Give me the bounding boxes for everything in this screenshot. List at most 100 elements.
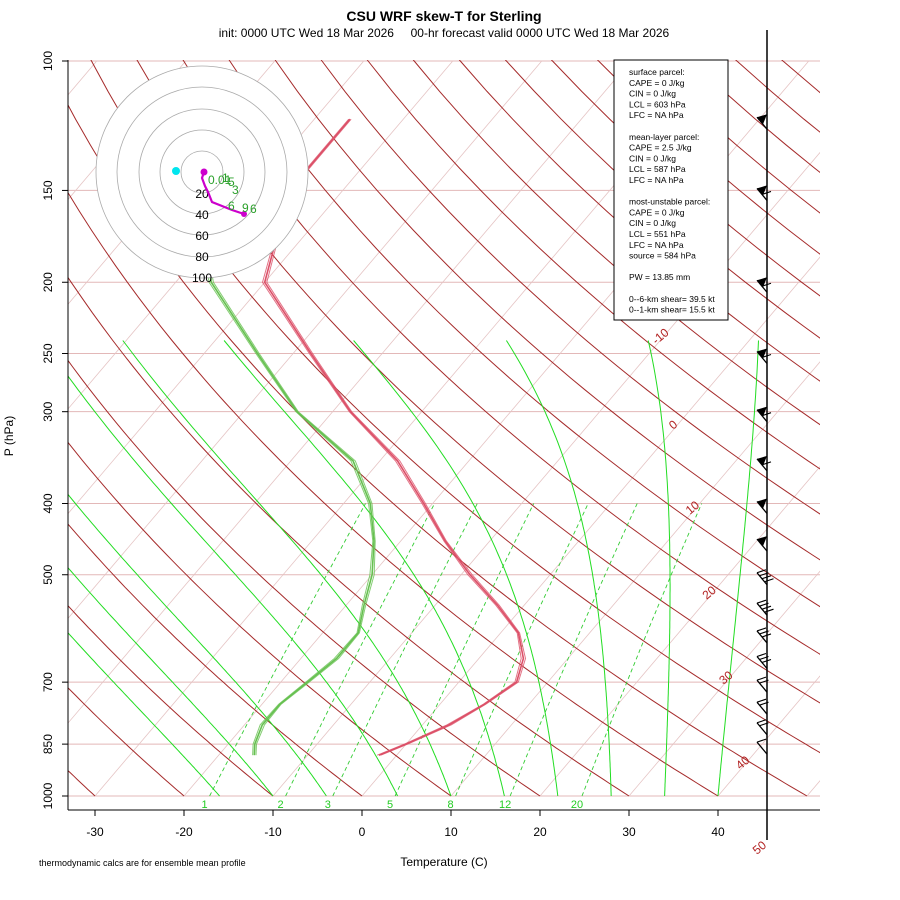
isotherm-label: 10 bbox=[683, 498, 702, 518]
y-tick-label: 300 bbox=[41, 401, 55, 421]
y-tick-label: 250 bbox=[41, 343, 55, 363]
x-axis-label: Temperature (C) bbox=[400, 855, 487, 869]
info-line: most-unstable parcel: bbox=[629, 197, 710, 207]
mixing-ratio-line bbox=[455, 503, 589, 797]
dry-adiabat bbox=[68, 103, 808, 797]
info-line: CAPE = 2.5 J/kg bbox=[629, 143, 692, 153]
isotherm-line bbox=[68, 60, 543, 619]
wind-barb bbox=[756, 676, 769, 693]
moist-adiabat bbox=[717, 340, 759, 797]
info-line: LFC = NA hPa bbox=[629, 110, 684, 120]
wind-barb bbox=[756, 627, 772, 644]
hodograph-ring bbox=[116, 86, 288, 258]
isotherm-label: 50 bbox=[750, 838, 769, 858]
wind-barb bbox=[756, 498, 768, 514]
dry-adiabat bbox=[68, 605, 274, 797]
mixing-ratio-line bbox=[285, 503, 435, 797]
isotherm-line bbox=[450, 361, 820, 797]
moist-adiabat bbox=[505, 340, 612, 797]
dry-adiabat bbox=[228, 60, 820, 608]
dewpoint-trace bbox=[201, 230, 375, 756]
info-line: surface parcel: bbox=[629, 67, 685, 77]
dewpoint-trace bbox=[203, 230, 376, 756]
isotherm-label: 40 bbox=[733, 753, 752, 773]
y-tick-label: 1000 bbox=[41, 782, 55, 809]
wind-barb bbox=[756, 348, 772, 364]
mixing-ratio-label: 2 bbox=[278, 799, 284, 811]
y-axis-label: P (hPa) bbox=[2, 416, 16, 456]
dry-adiabat bbox=[90, 60, 820, 754]
mixing-ratio-line bbox=[581, 503, 703, 797]
temperature-trace bbox=[261, 118, 522, 756]
hodograph-ring bbox=[180, 150, 224, 194]
hodograph-ring-label: 80 bbox=[195, 250, 209, 264]
wind-barb bbox=[756, 536, 768, 552]
temperature-trace bbox=[266, 118, 527, 756]
x-tick-label: -20 bbox=[175, 825, 193, 839]
y-tick-label: 700 bbox=[41, 672, 55, 692]
x-axis-ticks: -30 -20 -10 0 10 20 30 40 bbox=[86, 810, 725, 839]
hodograph-point-label: 5 bbox=[228, 175, 235, 189]
hodograph-ring-label: 100 bbox=[192, 271, 212, 285]
y-tick-label: 400 bbox=[41, 493, 55, 513]
y-tick-label: 500 bbox=[41, 564, 55, 584]
y-tick-label: 100 bbox=[41, 51, 55, 71]
hodograph-ring-label: 20 bbox=[195, 187, 209, 201]
hodograph-point-label: 3 bbox=[232, 183, 239, 197]
grid-layer bbox=[68, 27, 900, 797]
profile-layer bbox=[199, 118, 527, 756]
moist-adiabat bbox=[353, 340, 559, 797]
y-axis-ticks: 100 150 200 250 300 400 500 700 850 1000 bbox=[41, 51, 68, 809]
y-tick-label: 200 bbox=[41, 272, 55, 292]
x-tick-label: 10 bbox=[444, 825, 458, 839]
hodograph-ring bbox=[159, 129, 245, 215]
isotherm-line bbox=[68, 60, 454, 515]
hodograph-ring bbox=[95, 65, 309, 279]
isotherm-label: -10 bbox=[649, 325, 672, 347]
moist-adiabat bbox=[68, 493, 327, 797]
info-line: 0--1-km shear= 15.5 kt bbox=[629, 305, 715, 315]
wind-barbs bbox=[756, 114, 774, 755]
x-tick-label: 0 bbox=[359, 825, 366, 839]
mixing-ratio-line bbox=[394, 503, 535, 797]
isotherm-line bbox=[806, 780, 820, 797]
hodograph-ring-label: 60 bbox=[195, 229, 209, 243]
chart-subtitle: init: 0000 UTC Wed 18 Mar 2026 00-hr for… bbox=[219, 26, 670, 40]
mixing-ratio-label: 12 bbox=[499, 799, 511, 811]
info-line: CAPE = 0 J/kg bbox=[629, 78, 685, 88]
hodograph-point bbox=[241, 211, 247, 217]
wind-barb bbox=[756, 406, 772, 423]
dry-adiabat bbox=[880, 27, 900, 796]
chart-title: CSU WRF skew-T for Sterling bbox=[346, 8, 541, 24]
mixing-ratio-label: 1 bbox=[201, 799, 207, 811]
wind-barb bbox=[756, 652, 772, 669]
isotherm-line bbox=[272, 151, 820, 797]
dry-adiabat bbox=[320, 60, 820, 515]
isotherm-line bbox=[539, 465, 820, 797]
hodograph-trace bbox=[200, 171, 245, 216]
isotherm-label: 0 bbox=[666, 417, 680, 432]
wind-barb bbox=[756, 455, 772, 472]
y-tick-label: 850 bbox=[41, 734, 55, 754]
info-line: LCL = 551 hPa bbox=[629, 229, 686, 239]
moist-adiabat bbox=[68, 566, 274, 797]
hodograph-ring-label: 40 bbox=[195, 208, 209, 222]
mixing-ratio-line bbox=[332, 503, 478, 797]
isotherm-line bbox=[628, 570, 820, 797]
wind-barb bbox=[756, 738, 768, 755]
info-line: CIN = 0 J/kg bbox=[629, 218, 676, 228]
dry-adiabat bbox=[412, 60, 820, 426]
x-tick-label: -10 bbox=[264, 825, 282, 839]
dry-adiabat bbox=[68, 687, 185, 797]
temperature-trace bbox=[263, 118, 525, 756]
info-line: LFC = NA hPa bbox=[629, 240, 684, 250]
isotherm-label: 20 bbox=[700, 583, 719, 603]
hodograph-point-label: 9 bbox=[242, 201, 249, 215]
info-line: CAPE = 0 J/kg bbox=[629, 207, 685, 217]
moist-adiabat bbox=[122, 340, 452, 797]
moist-adiabat bbox=[223, 340, 505, 797]
dry-adiabat bbox=[68, 191, 719, 797]
dry-adiabat bbox=[68, 441, 452, 797]
